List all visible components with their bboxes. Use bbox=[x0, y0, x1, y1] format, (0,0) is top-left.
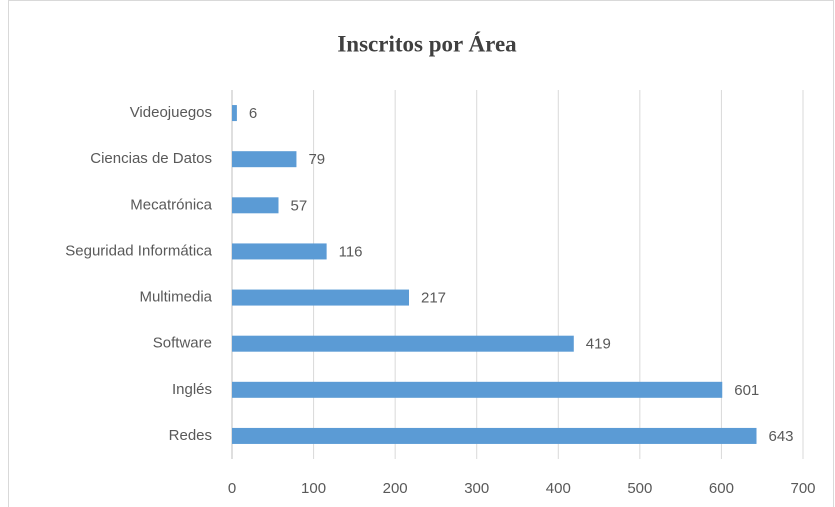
x-tick-label: 600 bbox=[709, 480, 734, 497]
bar bbox=[232, 335, 574, 352]
x-tick-label: 500 bbox=[627, 480, 652, 497]
x-tick-label: 100 bbox=[301, 480, 326, 497]
data-label: 643 bbox=[769, 428, 794, 445]
x-tick-label: 200 bbox=[383, 480, 408, 497]
x-tick-label: 400 bbox=[546, 480, 571, 497]
data-label: 6 bbox=[249, 105, 257, 122]
y-tick-label: Mecatrónica bbox=[130, 196, 212, 213]
chart-border bbox=[8, 0, 834, 507]
data-label: 217 bbox=[421, 290, 446, 307]
y-tick-label: Inglés bbox=[172, 381, 212, 398]
chart-title: Inscritos por Área bbox=[337, 31, 517, 56]
data-label: 419 bbox=[586, 336, 611, 353]
x-tick-label: 0 bbox=[228, 480, 236, 497]
data-label: 116 bbox=[339, 243, 363, 260]
bar bbox=[232, 427, 757, 444]
y-tick-label: Seguridad Informática bbox=[65, 242, 212, 259]
y-tick-label: Multimedia bbox=[139, 289, 212, 306]
data-label: 601 bbox=[734, 382, 759, 399]
y-tick-label: Ciencias de Datos bbox=[90, 150, 212, 167]
bar bbox=[232, 151, 297, 168]
data-label: 79 bbox=[308, 151, 325, 168]
bar bbox=[232, 289, 410, 306]
y-tick-label: Redes bbox=[169, 427, 212, 444]
bar bbox=[232, 197, 279, 214]
x-tick-label: 700 bbox=[790, 480, 815, 497]
y-tick-label: Videojuegos bbox=[130, 104, 212, 121]
y-tick-label: Software bbox=[153, 335, 212, 352]
bar bbox=[232, 243, 327, 260]
bar bbox=[232, 381, 723, 398]
data-label: 57 bbox=[290, 197, 307, 214]
bar bbox=[232, 105, 237, 122]
x-tick-label: 300 bbox=[464, 480, 489, 497]
